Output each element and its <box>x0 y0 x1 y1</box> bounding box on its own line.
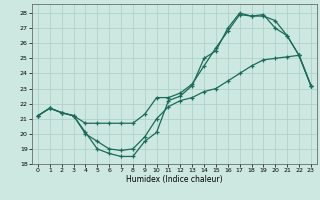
X-axis label: Humidex (Indice chaleur): Humidex (Indice chaleur) <box>126 175 223 184</box>
